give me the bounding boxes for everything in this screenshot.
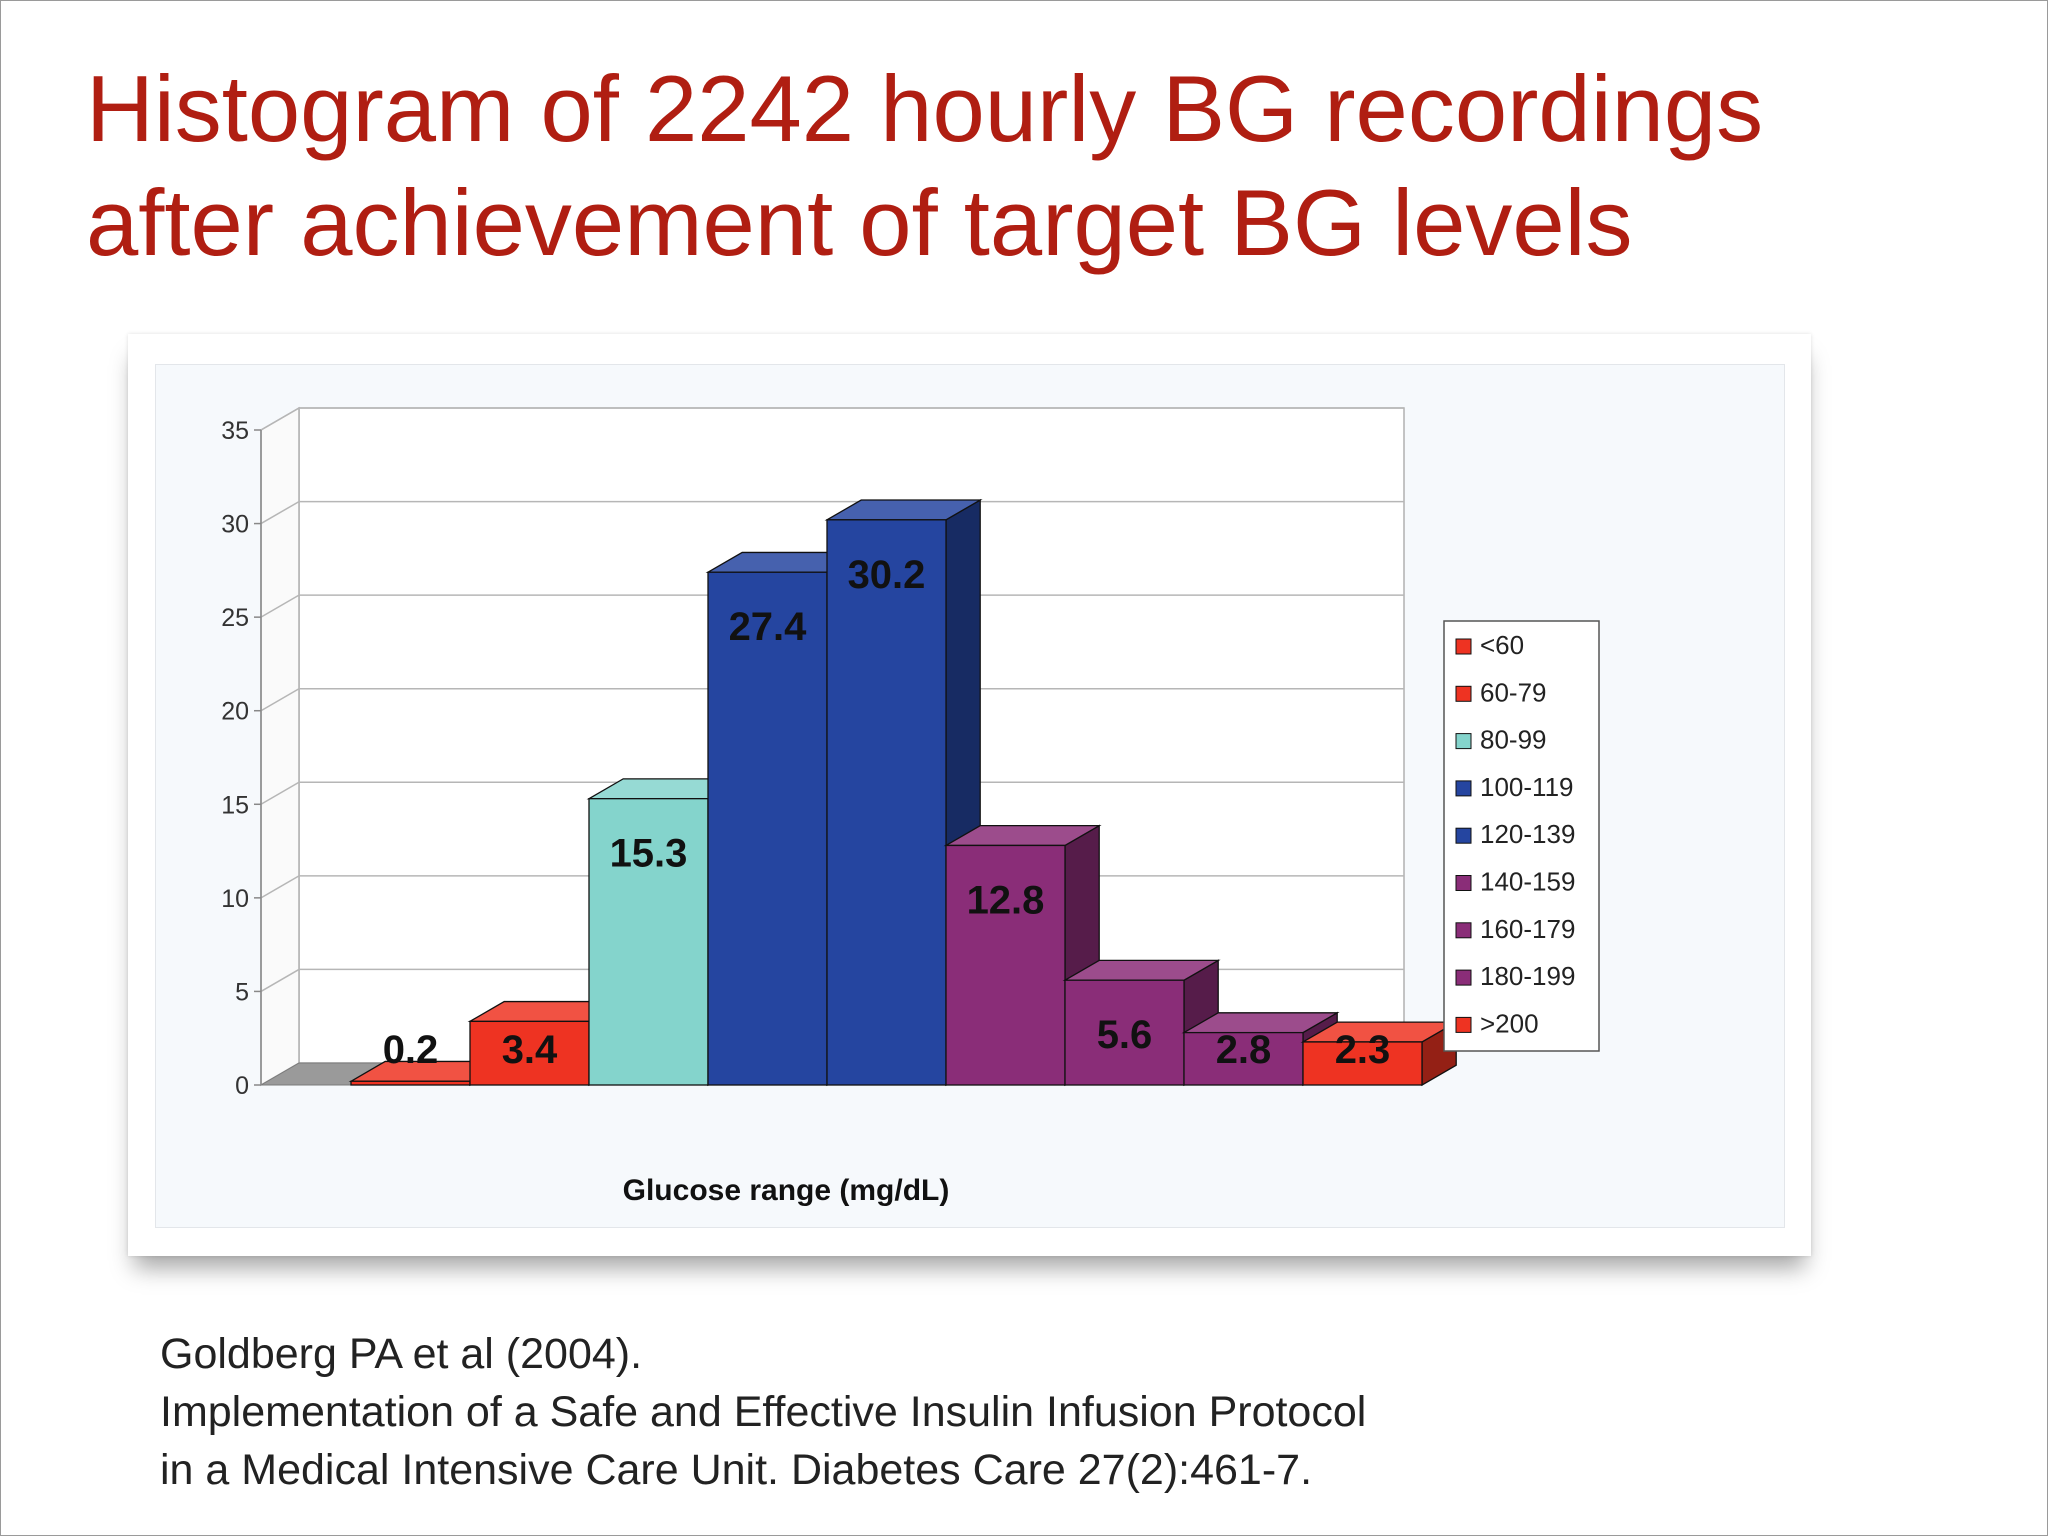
y-tick-label: 0 <box>235 1072 249 1100</box>
data-label-120-139: 30.2 <box>848 553 926 597</box>
y-tick-label: 10 <box>221 885 249 913</box>
data-label-100-119: 27.4 <box>729 605 808 649</box>
data-label-gt-200: 2.3 <box>1335 1028 1391 1072</box>
figure-inner: 0 5 10 15 20 25 30 35 0.2 3.4 15.3 27.4 30.2 12.8 5.6 2… <box>155 364 1785 1228</box>
y-tick-label: 15 <box>221 791 249 819</box>
y-tick-label: 25 <box>221 604 249 632</box>
citation-line-3: in a Medical Intensive Care Unit. Diabet… <box>160 1446 1313 1494</box>
y-tick-label: 5 <box>235 978 249 1006</box>
legend-swatch-140-159 <box>1455 875 1472 891</box>
legend-label-80-99: 80-99 <box>1480 725 1547 755</box>
citation-line-2: Implementation of a Safe and Effective I… <box>160 1388 1367 1436</box>
slide-title: Histogram of 2242 hourly BG recordings a… <box>86 52 1986 280</box>
legend-swatch-60-79 <box>1455 685 1472 702</box>
bar-140-159 <box>945 844 1066 1086</box>
bar-80-99 <box>588 798 709 1086</box>
gridline <box>260 407 1404 431</box>
y-tick-label: 30 <box>221 511 249 539</box>
legend-label-lt-60: <60 <box>1480 630 1524 660</box>
data-label-60-79: 3.4 <box>502 1028 558 1072</box>
legend-label-140-159: 140-159 <box>1480 867 1575 897</box>
legend-label-180-199: 180-199 <box>1480 961 1575 991</box>
x-axis-label: Glucose range (mg/dL) <box>623 1174 950 1207</box>
citation-line-1: Goldberg PA et al (2004). <box>160 1330 643 1378</box>
data-label-80-99: 15.3 <box>610 832 688 876</box>
legend-swatch-160-179 <box>1455 922 1472 939</box>
bar-160-179 <box>1064 979 1185 1086</box>
bar-lt-60 <box>350 1080 471 1086</box>
data-label-lt-60: 0.2 <box>383 1028 439 1072</box>
legend-label-160-179: 160-179 <box>1480 914 1575 944</box>
bar-gt-200 <box>1302 1041 1423 1086</box>
legend-swatch-100-119 <box>1455 780 1472 797</box>
data-label-140-159: 12.8 <box>967 878 1045 922</box>
legend-label-100-119: 100-119 <box>1480 772 1574 802</box>
slide-title-line-1: Histogram of 2242 hourly BG recordings <box>86 56 1764 161</box>
gridline <box>260 687 1404 712</box>
legend-label-120-139: 120-139 <box>1480 819 1575 849</box>
figure-card: 0 5 10 15 20 25 30 35 0.2 3.4 15.3 27.4 30.2 12.8 5.6 2… <box>128 334 1811 1256</box>
legend-label-60-79: 60-79 <box>1480 677 1547 707</box>
legend-swatch-120-139 <box>1455 827 1472 844</box>
legend-swatch-gt-200 <box>1455 1016 1472 1033</box>
plot-side-wall <box>260 406 300 1087</box>
y-tick-label: 35 <box>221 417 249 445</box>
legend-swatch-180-199 <box>1455 969 1472 986</box>
gridline <box>260 594 1404 618</box>
y-tick-label: 20 <box>221 698 249 726</box>
citation: Goldberg PA et al (2004). Implementation… <box>160 1325 1860 1499</box>
legend-swatch-lt-60 <box>1455 638 1472 655</box>
bar-100-119 <box>707 571 828 1086</box>
histogram-chart: 0 5 10 15 20 25 30 35 0.2 3.4 15.3 27.4 30.2 12.8 5.6 2… <box>221 406 1600 1207</box>
legend-label-gt-200: >200 <box>1480 1008 1539 1038</box>
bar-120-139 <box>826 519 947 1086</box>
bar-180-199 <box>1183 1031 1304 1086</box>
data-label-160-179: 5.6 <box>1097 1013 1153 1057</box>
slide-title-line-2: after achievement of target BG levels <box>86 170 1633 275</box>
legend-swatch-80-99 <box>1455 733 1472 750</box>
gridline <box>260 781 1404 805</box>
gridline <box>260 500 1404 525</box>
data-label-180-199: 2.8 <box>1216 1028 1272 1072</box>
